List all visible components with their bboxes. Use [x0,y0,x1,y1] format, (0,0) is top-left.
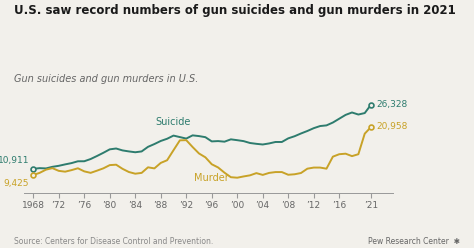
Text: 20,958: 20,958 [377,123,408,131]
Text: Gun suicides and gun murders in U.S.: Gun suicides and gun murders in U.S. [14,74,199,84]
Text: 10,911: 10,911 [0,156,29,165]
Text: 9,425: 9,425 [4,179,29,188]
Text: Source: Centers for Disease Control and Prevention.: Source: Centers for Disease Control and … [14,237,213,246]
Text: U.S. saw record numbers of gun suicides and gun murders in 2021: U.S. saw record numbers of gun suicides … [14,4,456,17]
Text: Suicide: Suicide [156,117,191,127]
Text: Murder: Murder [194,173,229,183]
Text: 26,328: 26,328 [377,100,408,109]
Text: Pew Research Center  ✱: Pew Research Center ✱ [368,237,460,246]
